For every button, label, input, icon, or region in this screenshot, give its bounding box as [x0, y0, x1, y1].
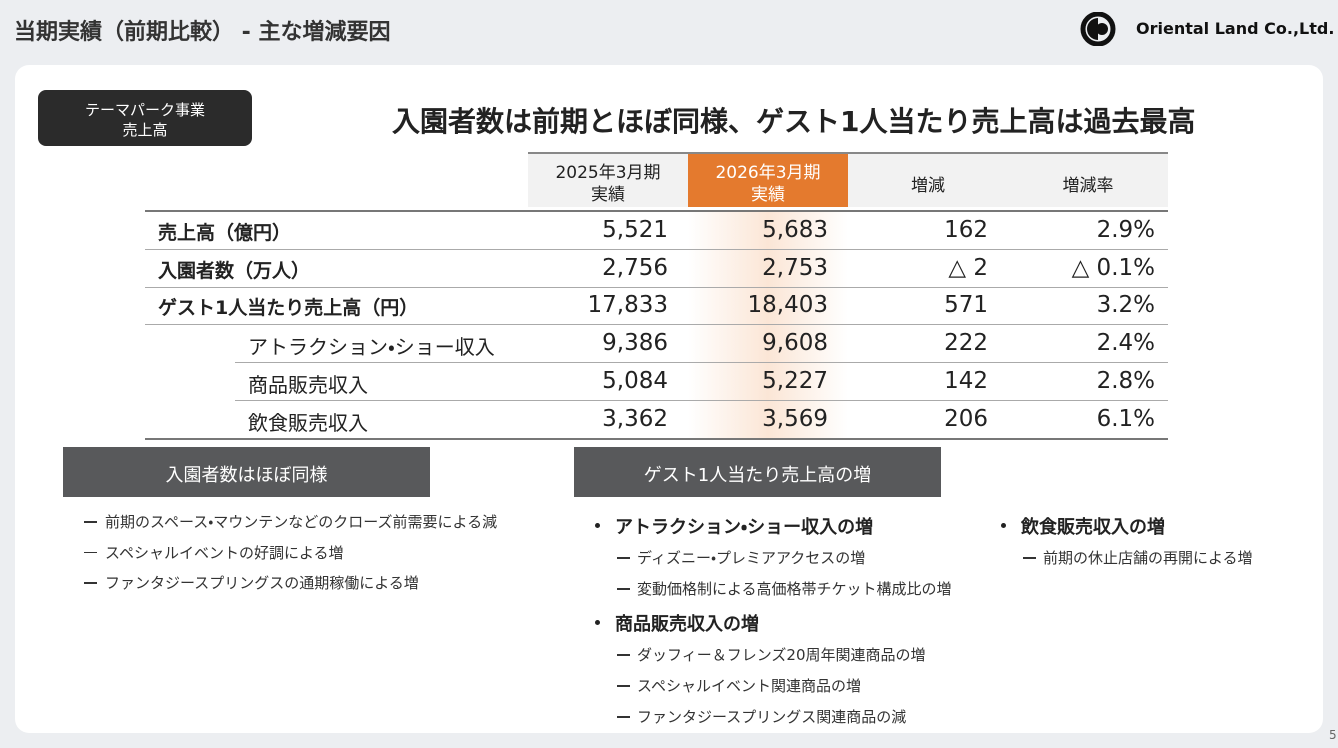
cell-value: △ 0.1%	[1071, 254, 1155, 281]
section-heading	[63, 447, 430, 497]
row-rule	[145, 249, 1168, 250]
dash-marker	[617, 716, 630, 718]
cell-value: 17,833	[587, 292, 668, 319]
dash-marker	[84, 551, 97, 553]
badge	[38, 90, 252, 146]
dash-marker	[617, 557, 630, 559]
cell-value: 2,756	[602, 254, 668, 281]
cell-value: 9,608	[762, 330, 828, 357]
cell-value: 2.8%	[1096, 367, 1155, 394]
column-header	[688, 154, 848, 207]
cell-value: 5,521	[602, 217, 668, 243]
row-rule	[145, 324, 1168, 326]
badge-line: 売上高	[122, 121, 168, 139]
cell-value: 3,362	[602, 405, 668, 432]
row-rule	[145, 286, 1168, 288]
sub-row-label: アトラクション・ショー収入	[248, 335, 495, 360]
section-heading-text: ゲスト1人当たり売上高の増	[643, 465, 872, 486]
bullet-item: スペシャルイベントの好調による増	[105, 543, 344, 562]
bullet-heading: アトラクション・ショー収入の増	[615, 517, 874, 538]
row-rule	[235, 399, 1168, 401]
column-header	[848, 154, 1008, 207]
bullet-item: ファンタジースプリングスの通期稼働による増	[105, 574, 419, 592]
bullet-item: 変動価格制による高価格帯チケット構成比の増	[637, 580, 952, 598]
cell-value: 142	[944, 367, 988, 394]
column-header-text: 2025年3月期	[555, 163, 661, 183]
bullet-item: 前期の休止店舗の再開による増	[1043, 549, 1253, 567]
cell-value: 5,084	[602, 367, 668, 394]
bullet-item: ディズニー・プレミアアクセスの増	[637, 549, 866, 567]
cell-value: 206	[944, 405, 988, 432]
cell-value: 162	[944, 217, 988, 243]
column-header-text: 実績	[751, 185, 785, 205]
bullet-dot	[595, 620, 600, 625]
section-heading-text: 入園者数はほぼ同様	[165, 465, 328, 486]
cell-value: 2.9%	[1096, 217, 1155, 243]
page-number: 5	[1329, 728, 1337, 742]
row-rule	[235, 362, 1168, 364]
dash-marker	[617, 654, 630, 656]
header-rule	[145, 210, 1168, 212]
cell-value: 222	[944, 330, 988, 357]
column-header-text: 増減	[911, 176, 945, 196]
bullet-heading: 商品販売収入の増	[615, 614, 759, 635]
bullet-item: ファンタジースプリングス関連商品の減	[637, 708, 907, 726]
dash-marker	[84, 582, 97, 584]
cell-value: 2.4%	[1096, 330, 1155, 357]
column-header-text: 実績	[591, 185, 625, 205]
cell-value: 9,386	[602, 330, 668, 357]
bullet-item: スペシャルイベント関連商品の増	[637, 677, 861, 695]
row-rule	[145, 437, 1168, 440]
cell-value: 5,683	[762, 217, 828, 243]
dash-marker	[1023, 557, 1036, 559]
headline: 入園者数は前期とほぼ同様、ゲスト1人当たり売上高は過去最高	[392, 105, 1196, 138]
bullet-dot	[595, 523, 600, 528]
row-label: ゲスト1人当たり売上高（円）	[158, 297, 419, 320]
page-title: 当期実績（前期比較） - 主な増減要因	[14, 20, 391, 45]
column-header-text: 増減率	[1062, 176, 1114, 196]
cell-value: 2,753	[762, 254, 828, 281]
cell-value: 6.1%	[1096, 405, 1155, 432]
bullet-item: 前期のスペース・マウンテンなどのクローズ前需要による減	[105, 513, 498, 531]
cell-value: 5,227	[762, 367, 828, 394]
sub-row-label: 飲食販売収入	[248, 410, 368, 435]
column-header	[1008, 154, 1168, 207]
table-top-rule	[528, 152, 1168, 154]
logo-text: Oriental Land Co.,Ltd.	[1136, 19, 1335, 38]
cell-value: 571	[944, 292, 988, 319]
sub-row-label: 商品販売収入	[248, 372, 368, 397]
cell-value: 3,569	[762, 405, 828, 432]
logo-mark	[1080, 12, 1116, 46]
row-label: 売上高（億円）	[158, 222, 292, 244]
dash-marker	[617, 588, 630, 590]
dash-marker	[84, 521, 97, 523]
bullet-item: ダッフィー＆フレンズ20周年関連商品の増	[637, 646, 926, 664]
section-heading	[574, 447, 941, 497]
column-header	[528, 154, 688, 207]
bullet-heading: 飲食販売収入の増	[1021, 517, 1165, 538]
badge-line: テーマパーク事業	[84, 101, 205, 119]
cell-value: 18,403	[747, 292, 828, 319]
dash-marker	[617, 685, 630, 687]
cell-value: △ 2	[948, 254, 988, 281]
row-label: 入園者数（万人）	[158, 259, 311, 282]
bullet-dot	[1001, 523, 1006, 528]
cell-value: 3.2%	[1096, 292, 1155, 319]
column-header-text: 2026年3月期	[715, 163, 821, 183]
